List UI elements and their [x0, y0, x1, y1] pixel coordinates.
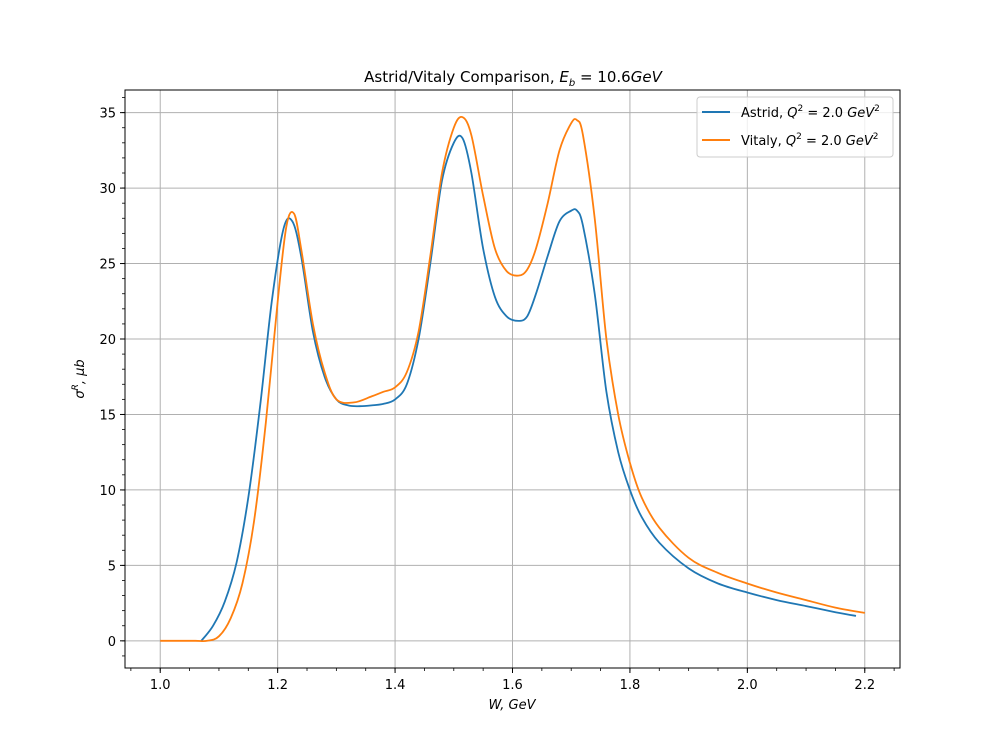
- plot-lines: [160, 115, 865, 643]
- grid: [125, 90, 900, 668]
- legend-box: [696, 96, 894, 158]
- y-tick-label: 5: [108, 559, 116, 574]
- legend-label-astrid: Astrid, Q2 = 2.0 GeV2: [741, 104, 880, 121]
- x-tick-label: 1.4: [385, 678, 406, 693]
- y-tick-label: 15: [99, 408, 116, 423]
- axis-ticks: 1.0 1.2 1.4 1.6 1.8 2.0 2.2 0 5 10 15 20 25 30 35: [99, 97, 895, 693]
- y-tick-label: 10: [99, 484, 116, 499]
- x-tick-label: 2.2: [854, 678, 875, 693]
- y-tick-label: 30: [99, 182, 116, 197]
- y-tick-label: 35: [99, 107, 116, 122]
- x-tick-label: 1.0: [150, 678, 171, 693]
- chart-title: Astrid/Vitaly Comparison, Eb = 10.6GeV: [364, 68, 663, 89]
- x-tick-label: 1.2: [267, 678, 288, 693]
- x-axis-label: W, GeV: [488, 698, 536, 713]
- y-tick-label: 25: [99, 258, 116, 273]
- legend: Astrid, Q2 = 2.0 GeV2 Vitaly, Q2 = 2.0 G…: [696, 96, 894, 158]
- y-tick-label: 0: [108, 635, 116, 650]
- y-axis-label: σR, μb: [71, 359, 88, 398]
- series-line-vitaly: [160, 115, 865, 643]
- x-tick-label: 1.8: [620, 678, 641, 693]
- y-tick-label: 20: [99, 333, 116, 348]
- x-tick-label: 1.6: [502, 678, 523, 693]
- x-tick-label: 2.0: [737, 678, 758, 693]
- legend-label-vitaly: Vitaly, Q2 = 2.0 GeV2: [741, 132, 879, 149]
